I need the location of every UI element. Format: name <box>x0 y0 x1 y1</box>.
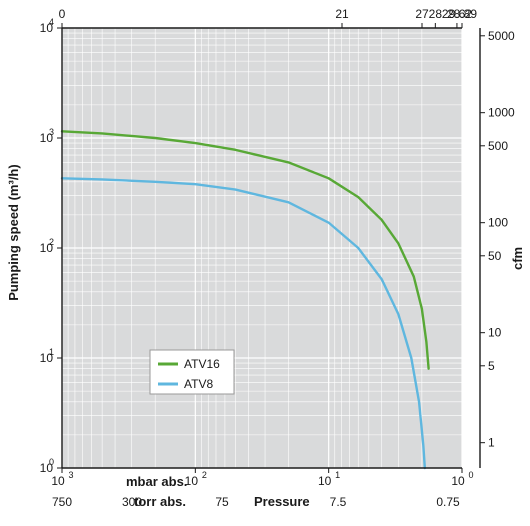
svg-text:7.5: 7.5 <box>330 495 347 509</box>
pump-chart: 100101102103104103102101100mbar abs.Pres… <box>0 0 530 526</box>
svg-text:2: 2 <box>49 237 54 247</box>
svg-text:10: 10 <box>488 326 502 340</box>
svg-text:75: 75 <box>215 495 229 509</box>
svg-text:28: 28 <box>429 7 443 21</box>
svg-text:27: 27 <box>415 7 429 21</box>
svg-text:300: 300 <box>122 495 142 509</box>
svg-text:100: 100 <box>488 216 508 230</box>
svg-text:0: 0 <box>468 470 473 480</box>
svg-text:1000: 1000 <box>488 106 515 120</box>
svg-text:Pumping speed (m³/h): Pumping speed (m³/h) <box>6 164 21 301</box>
svg-text:1: 1 <box>488 436 495 450</box>
svg-text:1: 1 <box>335 470 340 480</box>
svg-text:0: 0 <box>59 7 66 21</box>
svg-text:10: 10 <box>318 474 332 488</box>
svg-text:0.75: 0.75 <box>436 495 460 509</box>
svg-text:5000: 5000 <box>488 29 515 43</box>
svg-text:500: 500 <box>488 139 508 153</box>
svg-text:5: 5 <box>488 359 495 373</box>
svg-text:ATV16: ATV16 <box>184 357 220 371</box>
svg-text:2: 2 <box>202 470 207 480</box>
svg-text:3: 3 <box>49 127 54 137</box>
svg-text:21: 21 <box>335 7 349 21</box>
svg-text:ATV8: ATV8 <box>184 377 213 391</box>
svg-text:750: 750 <box>52 495 72 509</box>
svg-text:mbar abs.: mbar abs. <box>126 474 187 489</box>
svg-text:50: 50 <box>488 249 502 263</box>
svg-text:Pressure: Pressure <box>254 494 310 509</box>
svg-text:4: 4 <box>49 17 54 27</box>
svg-text:3: 3 <box>68 470 73 480</box>
svg-text:1: 1 <box>49 347 54 357</box>
svg-text:cfm: cfm <box>510 247 525 270</box>
svg-text:10: 10 <box>51 474 65 488</box>
svg-text:28.89: 28.89 <box>447 7 477 21</box>
svg-text:0: 0 <box>49 457 54 467</box>
svg-text:10: 10 <box>451 474 465 488</box>
